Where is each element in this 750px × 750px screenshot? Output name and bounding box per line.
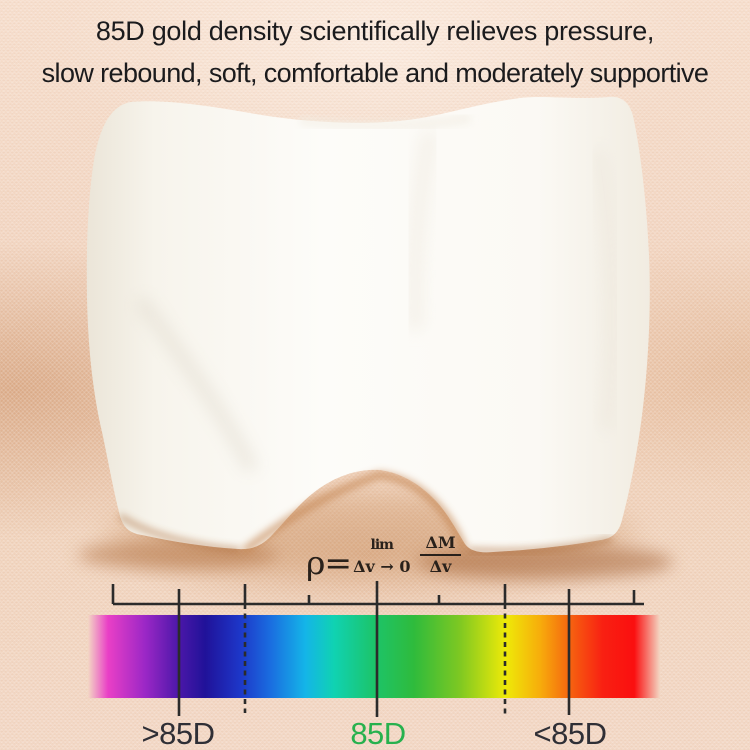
density-formula: ρ= lim Δv → 0 ΔM Δv [306, 535, 461, 583]
formula-denominator: Δv [429, 557, 452, 576]
density-gradient-bar [88, 615, 660, 698]
headline-line-2: slow rebound, soft, comfortable and mode… [41, 58, 709, 88]
pillow-bottom-edge [118, 471, 613, 554]
formula-fraction: ΔM Δv [420, 535, 461, 576]
pillow [86, 96, 650, 553]
formula-numerator: ΔM [420, 535, 461, 556]
density-label: 85D [350, 716, 406, 750]
formula-rho: ρ= [306, 543, 352, 583]
density-label: >85D [141, 716, 215, 750]
formula-lim: lim [370, 537, 394, 553]
density-label: <85D [533, 716, 607, 750]
pillow-creases [134, 113, 618, 474]
headline-line-1: 85D gold density scientifically relieves… [95, 16, 655, 46]
formula-limit-condition: Δv → 0 [353, 557, 411, 576]
density-scale-labels: >85D 85D <85D [0, 716, 750, 750]
formula-limit-block: lim Δv → 0 [353, 538, 410, 575]
